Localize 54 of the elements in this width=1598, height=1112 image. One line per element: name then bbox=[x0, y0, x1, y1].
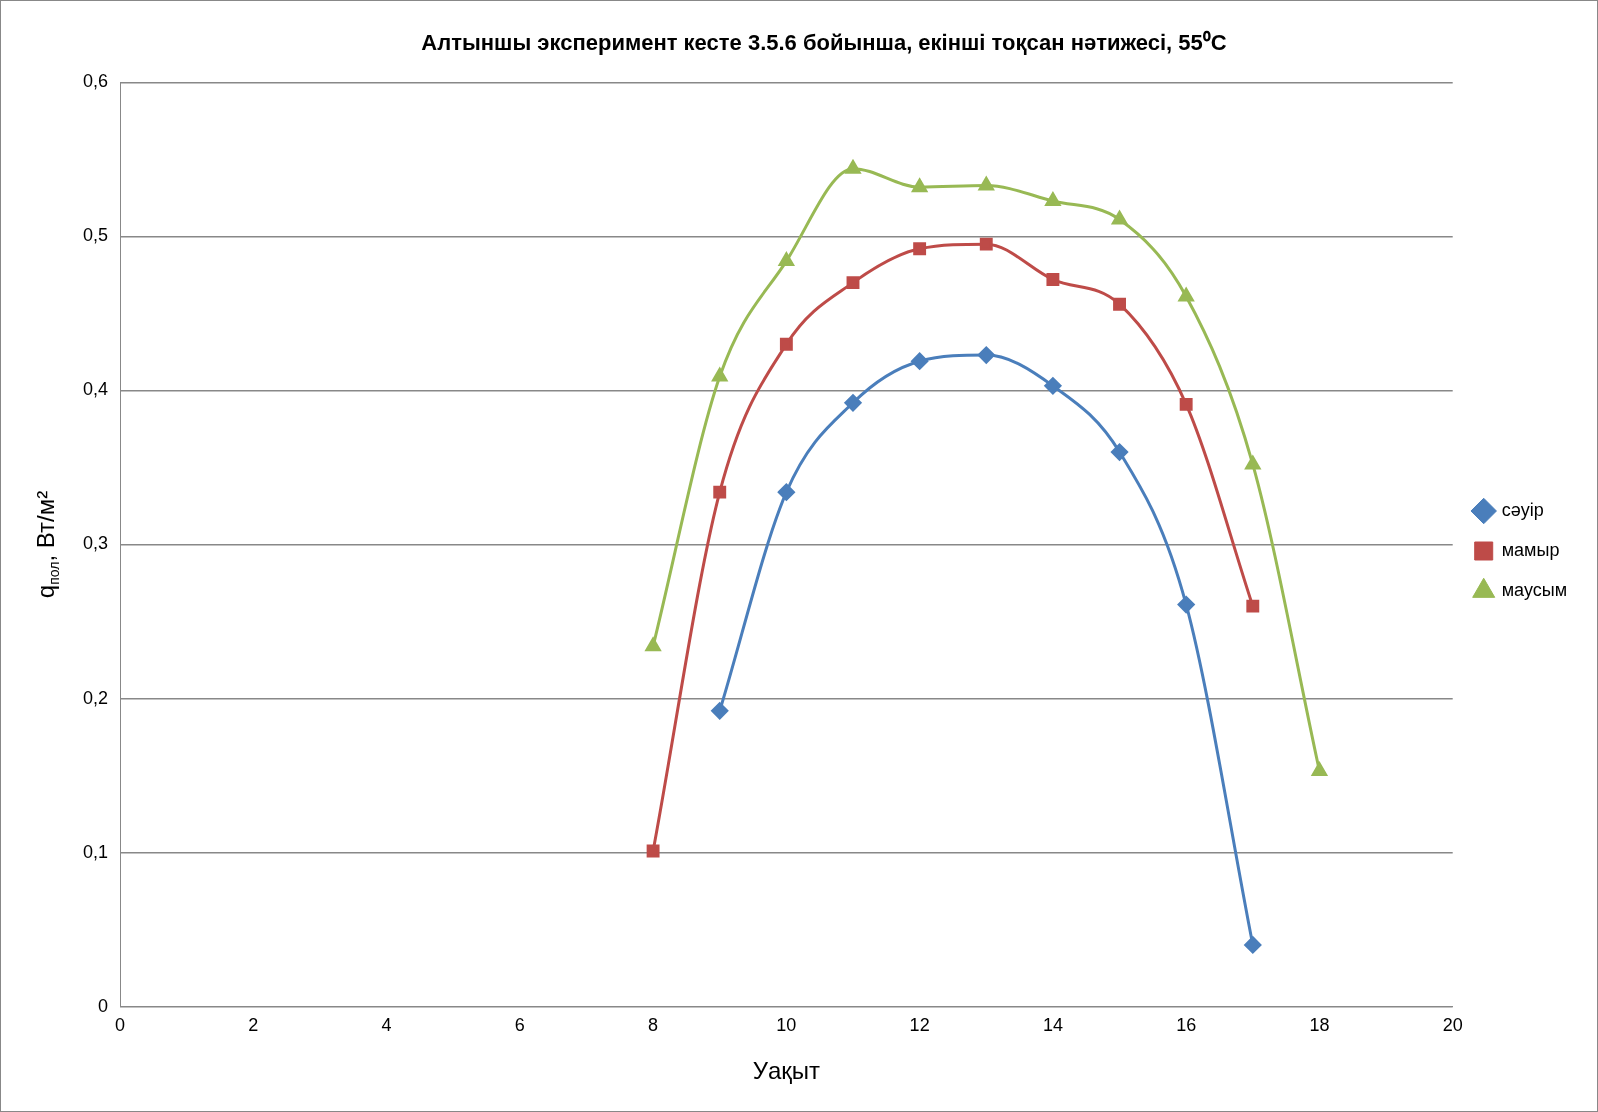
x-tick-label: 4 bbox=[381, 1015, 392, 1036]
point bbox=[1246, 599, 1260, 613]
legend-label: мамыр bbox=[1501, 539, 1560, 560]
y-tick-label: 0,4 bbox=[82, 379, 109, 400]
point bbox=[779, 337, 793, 351]
x-tick-label: 2 bbox=[248, 1015, 259, 1036]
y-axis-title: qпол, Вт/м² bbox=[32, 490, 62, 599]
point bbox=[1045, 192, 1061, 207]
point bbox=[1245, 455, 1261, 470]
x-tick-label: 16 bbox=[1176, 1015, 1197, 1036]
point bbox=[844, 394, 862, 412]
point bbox=[1179, 397, 1193, 411]
chart-title: Алтыншы эксперимент кесте 3.5.6 бойынша, екінші тоқсан нәтижесі, 55⁰С bbox=[421, 30, 1227, 56]
y-tick-label: 0,2 bbox=[82, 687, 109, 708]
point bbox=[846, 276, 860, 290]
legend-label: сәуір bbox=[1501, 499, 1544, 520]
point bbox=[1311, 762, 1327, 776]
x-tick-label: 14 bbox=[1042, 1015, 1063, 1036]
point bbox=[1113, 297, 1126, 311]
point bbox=[777, 483, 795, 501]
point bbox=[911, 352, 929, 370]
y-tick-label: 0,1 bbox=[82, 841, 109, 862]
point bbox=[1177, 596, 1195, 614]
point bbox=[979, 237, 993, 251]
point bbox=[977, 346, 995, 364]
point bbox=[646, 844, 660, 858]
x-tick-label: 18 bbox=[1309, 1015, 1330, 1036]
point bbox=[845, 160, 861, 174]
y-tick-label: 0 bbox=[98, 995, 109, 1016]
y-tick-label: 0,5 bbox=[82, 225, 109, 246]
point bbox=[711, 702, 729, 720]
point bbox=[913, 242, 927, 256]
point bbox=[1046, 273, 1060, 287]
legend-label: маусым bbox=[1501, 579, 1567, 600]
point bbox=[712, 368, 728, 382]
point bbox=[1244, 936, 1262, 954]
point bbox=[912, 178, 928, 193]
point bbox=[1044, 377, 1062, 395]
point bbox=[1111, 443, 1129, 461]
x-tick-label: 8 bbox=[648, 1015, 659, 1036]
x-tick-label: 6 bbox=[514, 1015, 525, 1036]
point bbox=[645, 637, 661, 652]
x-tick-label: 0 bbox=[115, 1015, 126, 1036]
point bbox=[1178, 288, 1194, 302]
x-tick-label: 20 bbox=[1442, 1015, 1463, 1036]
point bbox=[778, 252, 794, 267]
x-axis-title: Уақыт bbox=[752, 1057, 821, 1085]
point bbox=[978, 177, 994, 191]
y-tick-label: 0,6 bbox=[82, 71, 109, 92]
point bbox=[1111, 210, 1128, 225]
y-tick-label: 0,3 bbox=[82, 533, 109, 554]
x-tick-label: 12 bbox=[909, 1015, 930, 1036]
point bbox=[713, 485, 727, 499]
x-tick-label: 10 bbox=[776, 1015, 797, 1036]
